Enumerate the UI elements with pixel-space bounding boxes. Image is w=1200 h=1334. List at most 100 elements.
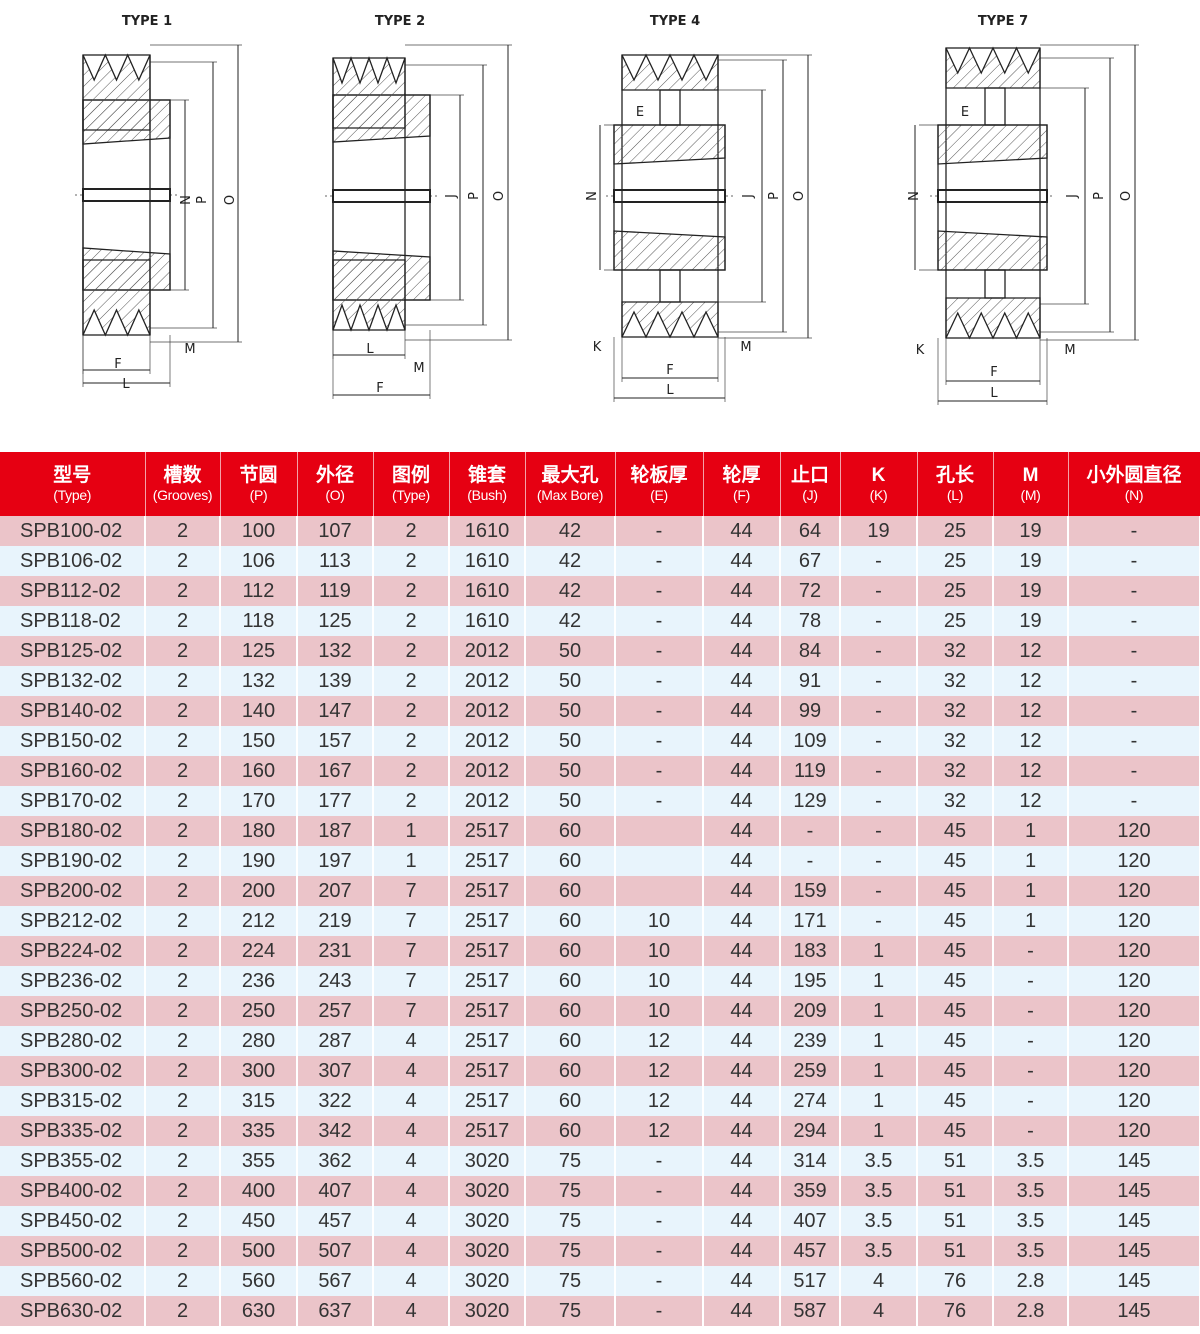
table-cell: 113	[297, 546, 374, 576]
table-cell: 2012	[449, 666, 526, 696]
table-cell: 3.5	[993, 1176, 1069, 1206]
table-cell: -	[615, 1266, 704, 1296]
table-cell: -	[615, 666, 704, 696]
table-cell: SPB250-02	[0, 996, 146, 1026]
table-cell: 1610	[449, 546, 526, 576]
table-cell: 45	[917, 906, 994, 936]
table-cell: 132	[220, 666, 298, 696]
column-header: 止口 (J)	[780, 452, 841, 516]
rim-section-bottom	[332, 259, 406, 332]
table-row: SPB400-02 2 400 407 4 3020 75-44 359 3.5 51 3.5 145	[0, 1176, 1200, 1206]
table-cell: SPB150-02	[0, 726, 146, 756]
table-cell: 362	[297, 1146, 374, 1176]
table-cell: SPB160-02	[0, 756, 146, 786]
table-row: SPB224-02 2 224 231 7 2517 60 10 44 183 1 45-120	[0, 936, 1200, 966]
table-cell: 2	[145, 636, 221, 666]
table-cell: 2517	[449, 876, 526, 906]
table-cell: 2	[373, 756, 450, 786]
column-header: 小外圆直径 (N)	[1068, 452, 1200, 516]
table-cell: 342	[297, 1116, 374, 1146]
table-cell: 76	[917, 1296, 994, 1326]
table-cell: -	[993, 936, 1069, 966]
table-cell: 91	[780, 666, 841, 696]
table-cell: 44	[703, 516, 781, 546]
dim-label-f: F	[114, 357, 121, 372]
table-cell: -	[1068, 636, 1200, 666]
column-header: 锥套 (Bush)	[449, 452, 526, 516]
table-cell: -	[840, 546, 918, 576]
table-cell: 44	[703, 666, 781, 696]
table-cell: 125	[297, 606, 374, 636]
table-cell: SPB140-02	[0, 696, 146, 726]
table-cell: 1	[840, 996, 918, 1026]
table-cell: 25	[917, 516, 994, 546]
table-cell: -	[840, 636, 918, 666]
table-cell: 45	[917, 996, 994, 1026]
column-header-en: (P)	[249, 486, 268, 503]
table-cell: -	[993, 1056, 1069, 1086]
table-cell: 2	[145, 786, 221, 816]
table-cell: 231	[297, 936, 374, 966]
table-cell: -	[1068, 726, 1200, 756]
table-cell: 25	[917, 546, 994, 576]
table-cell: 139	[297, 666, 374, 696]
table-cell: SPB100-02	[0, 516, 146, 546]
table-cell: 2	[145, 876, 221, 906]
table-cell: 19	[993, 606, 1069, 636]
table-cell: 44	[703, 1266, 781, 1296]
table-cell: 209	[780, 996, 841, 1026]
table-cell: 500	[220, 1236, 298, 1266]
table-cell: -	[1068, 756, 1200, 786]
column-header: 图例 (Type)	[373, 452, 450, 516]
table-cell: 44	[703, 816, 781, 846]
table-cell: 2	[145, 1146, 221, 1176]
table-cell: SPB190-02	[0, 846, 146, 876]
table-cell: 177	[297, 786, 374, 816]
type-7-title: TYPE 7	[978, 14, 1028, 29]
table-cell: 120	[1068, 1026, 1200, 1056]
table-row: SPB106-02 2 106 113 2 1610 42-44 67-25 19-	[0, 546, 1200, 576]
table-cell: -	[1068, 696, 1200, 726]
rim-section-bottom	[945, 297, 1041, 340]
table-cell: -	[993, 1026, 1069, 1056]
table-cell: SPB630-02	[0, 1296, 146, 1326]
pulley-spec-table: 型号 (Type) 槽数 (Grooves) 节圆 (P) 外径 (O) 图例 (Type) 锥套(…	[0, 452, 1200, 1326]
table-cell: SPB300-02	[0, 1056, 146, 1086]
table-cell: 4	[373, 1206, 450, 1236]
table-cell: 3.5	[840, 1236, 918, 1266]
table-cell: 132	[297, 636, 374, 666]
table-cell: 19	[993, 546, 1069, 576]
table-cell: -	[615, 1206, 704, 1236]
table-cell: 280	[220, 1026, 298, 1056]
column-header-zh: 图例	[391, 465, 430, 487]
table-cell: 4	[840, 1296, 918, 1326]
table-cell: 2	[373, 786, 450, 816]
table-cell: 183	[780, 936, 841, 966]
dim-label-p: P	[1092, 192, 1107, 200]
table-cell: 3.5	[840, 1206, 918, 1236]
table-cell: SPB236-02	[0, 966, 146, 996]
table-cell: -	[840, 906, 918, 936]
table-cell: 12	[993, 696, 1069, 726]
dim-label-n: N	[585, 191, 600, 201]
table-cell: 2	[145, 1266, 221, 1296]
table-cell: 44	[703, 1056, 781, 1086]
rim-section-top	[945, 46, 1041, 89]
table-cell: 44	[703, 1116, 781, 1146]
table-cell: 567	[297, 1266, 374, 1296]
table-cell: -	[615, 546, 704, 576]
table-cell: 60	[525, 966, 616, 996]
table-cell: SPB132-02	[0, 666, 146, 696]
table-cell: 2012	[449, 726, 526, 756]
column-header-zh: 止口	[790, 465, 829, 487]
table-cell: 120	[1068, 906, 1200, 936]
table-cell: 171	[780, 906, 841, 936]
table-cell: 507	[297, 1236, 374, 1266]
column-header: 型号 (Type)	[0, 452, 146, 516]
table-cell: 190	[220, 846, 298, 876]
dim-label-o: O	[792, 191, 807, 201]
table-cell: 99	[780, 696, 841, 726]
rim-section-top	[332, 56, 406, 129]
table-cell: 119	[780, 756, 841, 786]
table-cell: 1	[840, 1116, 918, 1146]
